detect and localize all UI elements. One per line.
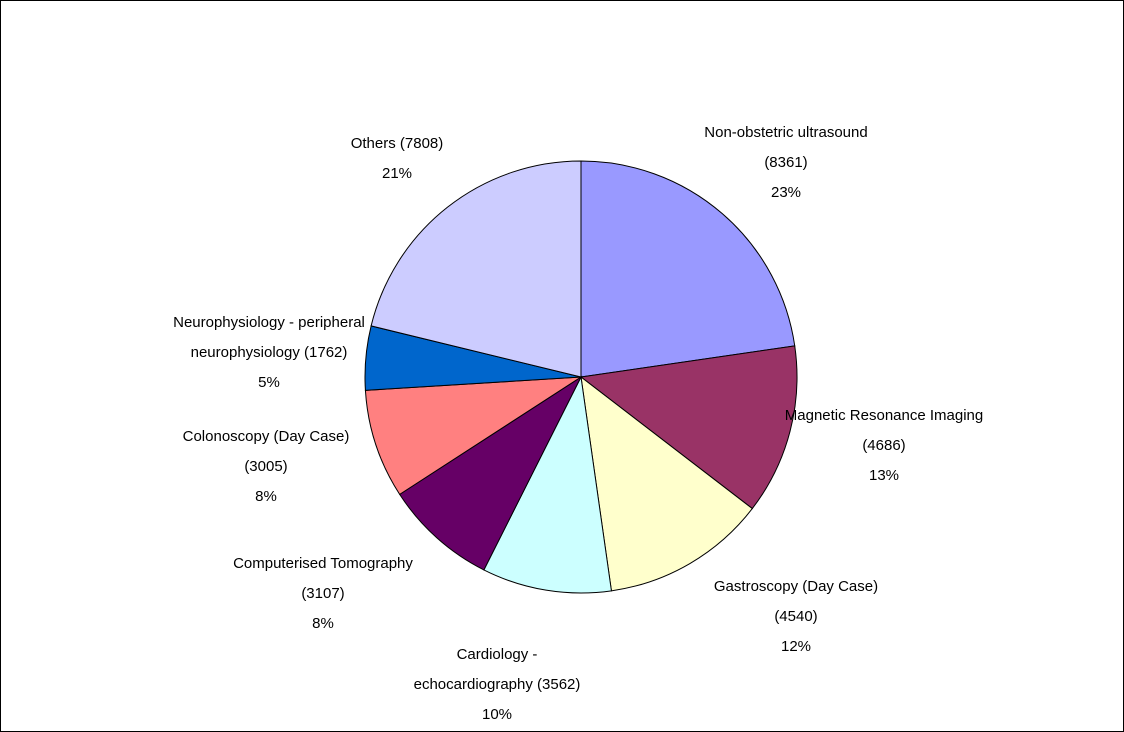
pie-slices	[364, 160, 798, 594]
slice-label-line: (4540)	[774, 608, 817, 625]
slice-label-line: (4686)	[862, 437, 905, 454]
slice-percent: 8%	[255, 488, 277, 505]
slice-label-line: Colonoscopy (Day Case)	[183, 428, 350, 445]
pie-slice	[579, 345, 798, 510]
slice-label-line: (8361)	[764, 154, 807, 171]
pie-slice	[580, 160, 796, 378]
slice-percent: 8%	[312, 615, 334, 632]
pie-slice	[580, 375, 754, 592]
slice-label-line: Magnetic Resonance Imaging	[785, 407, 983, 424]
pie-slice	[364, 376, 583, 496]
slice-percent: 21%	[382, 165, 412, 182]
slice-percent: 10%	[482, 706, 512, 723]
slice-label-line: Others (7808)	[351, 135, 444, 152]
pie-slice	[370, 160, 582, 378]
pie-slice	[398, 375, 583, 571]
slice-label: Magnetic Resonance Imaging (4686) 13%	[785, 407, 983, 484]
slice-label: Others (7808) 21%	[351, 135, 444, 182]
slice-label-line: Cardiology -	[457, 646, 538, 663]
slice-percent: 5%	[258, 374, 280, 391]
slice-label: Computerised Tomography (3107) 8%	[233, 555, 413, 632]
slice-labels: Non-obstetric ultrasound (8361) 23% Magneti…	[173, 124, 983, 723]
slice-label-line: Neurophysiology - peripheral	[173, 314, 365, 331]
slice-label: Colonoscopy (Day Case) (3005) 8%	[183, 428, 350, 505]
slice-label-line: (3107)	[301, 585, 344, 602]
slice-percent: 12%	[781, 638, 811, 655]
slice-label: Cardiology - echocardiography (3562) 10%	[414, 646, 581, 723]
slice-label-line: echocardiography (3562)	[414, 676, 581, 693]
slice-label: Neurophysiology - peripheral neurophysiol…	[173, 314, 365, 391]
slice-label-line: Non-obstetric ultrasound	[704, 124, 867, 141]
slice-percent: 23%	[771, 184, 801, 201]
slice-percent: 13%	[869, 467, 899, 484]
slice-label-line: Computerised Tomography	[233, 555, 413, 572]
slice-label: Gastroscopy (Day Case) (4540) 12%	[714, 578, 878, 655]
slice-label: Non-obstetric ultrasound (8361) 23%	[704, 124, 867, 201]
slice-label-line: (3005)	[244, 458, 287, 475]
slice-label-line: neurophysiology (1762)	[191, 344, 348, 361]
pie-slice	[483, 375, 612, 594]
slice-label-line: Gastroscopy (Day Case)	[714, 578, 878, 595]
